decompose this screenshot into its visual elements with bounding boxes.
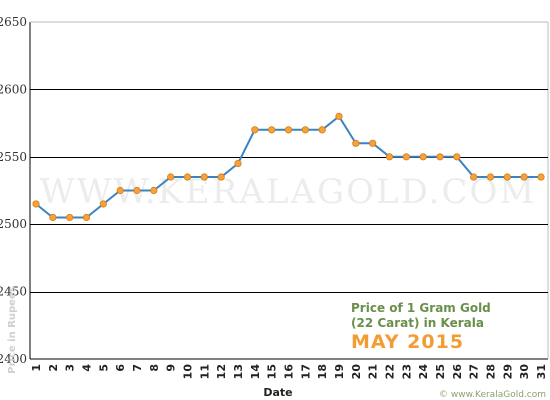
data-point [352, 139, 360, 147]
data-point [436, 153, 444, 161]
data-point [284, 126, 293, 134]
data-point [402, 153, 410, 161]
data-point [268, 126, 276, 134]
data-point [200, 173, 208, 181]
watermark: WWW.KERALAGOLD.COM [40, 172, 536, 212]
x-tick-label: 8 [148, 364, 161, 372]
data-point [453, 153, 461, 161]
data-point [234, 159, 242, 168]
x-tick-label: 4 [81, 364, 94, 372]
price-markers [32, 112, 545, 222]
data-point [537, 173, 545, 181]
x-tick-label: 24 [417, 364, 430, 380]
data-point [32, 200, 40, 208]
data-point [486, 173, 495, 181]
data-point [251, 126, 259, 134]
x-tick-label: 23 [400, 364, 413, 379]
x-axis-label: Date [263, 386, 292, 399]
y-tick-label: 2650 [0, 15, 27, 29]
data-point [133, 186, 141, 195]
x-tick-label: 27 [468, 364, 481, 379]
x-tick-label: 28 [485, 364, 498, 379]
y-tick-label: 2400 [0, 352, 27, 366]
x-tick-label: 22 [384, 364, 397, 379]
data-point [301, 126, 309, 134]
data-point [470, 173, 478, 181]
data-point [369, 139, 377, 147]
y-axis-label: Price in Rupees [7, 286, 18, 373]
data-point [318, 126, 326, 134]
x-tick-label: 2 [47, 364, 60, 372]
x-tick-label: 26 [451, 364, 464, 380]
data-point [116, 186, 124, 195]
x-tick-label: 9 [165, 364, 178, 372]
x-tick-label: 1 [30, 364, 43, 372]
data-point [49, 213, 57, 222]
data-point [66, 213, 74, 222]
chart-title-line-2: (22 Carat) in Kerala [351, 316, 484, 330]
x-tick-label: 19 [333, 364, 346, 379]
y-axis-ticks: 2400 2450 2500 2550 2600 2650 [0, 15, 27, 366]
chart-subtitle: MAY 2015 [351, 331, 464, 353]
x-tick-label: 25 [434, 364, 447, 379]
grid-layer [29, 21, 549, 360]
chart-title-line-1: Price of 1 Gram Gold [351, 301, 491, 315]
x-tick-label: 29 [501, 364, 514, 379]
x-tick-label: 30 [518, 364, 531, 380]
data-point [183, 173, 192, 181]
x-tick-label: 20 [350, 364, 363, 380]
y-tick-label: 2500 [0, 217, 27, 231]
x-axis-ticks: 1 2 3 4 5 6 7 8 9 10 11 12 13 14 15 16 17 18 19 20 21 22 23 24 2… [30, 364, 548, 380]
data-point [503, 173, 511, 181]
x-tick-label: 13 [232, 364, 245, 379]
x-tick-label: 16 [283, 364, 296, 380]
data-point [419, 153, 427, 161]
data-point [82, 213, 91, 222]
x-tick-label: 12 [215, 364, 228, 379]
y-tick-label: 2450 [0, 285, 27, 299]
x-tick-label: 18 [316, 364, 329, 379]
x-tick-label: 5 [97, 364, 110, 372]
data-point [217, 173, 225, 181]
x-tick-label: 10 [182, 364, 195, 380]
x-tick-label: 31 [535, 364, 548, 379]
x-tick-label: 6 [114, 364, 127, 372]
data-point [167, 173, 175, 181]
data-point [150, 186, 158, 195]
x-tick-label: 15 [266, 364, 279, 379]
x-tick-label: 11 [198, 364, 211, 379]
data-point [335, 112, 343, 120]
y-tick-label: 2550 [0, 150, 27, 164]
credit-text: © www.KeralaGold.com [439, 390, 546, 400]
data-point [520, 173, 528, 181]
x-tick-label: 7 [131, 364, 144, 372]
data-point [99, 200, 107, 208]
y-tick-label: 2600 [0, 82, 27, 96]
x-tick-label: 3 [64, 364, 77, 372]
x-tick-label: 14 [249, 364, 262, 380]
x-tick-label: 21 [367, 364, 380, 379]
x-tick-label: 17 [299, 364, 312, 379]
data-point [385, 153, 394, 161]
